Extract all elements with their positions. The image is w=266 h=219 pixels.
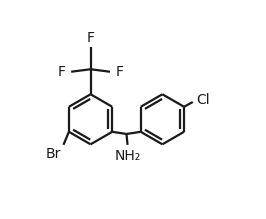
Text: Br: Br [46,147,61,161]
Text: NH₂: NH₂ [114,149,141,163]
Text: F: F [58,65,66,79]
Text: F: F [86,31,95,45]
Text: Cl: Cl [196,93,210,107]
Text: F: F [115,65,123,79]
